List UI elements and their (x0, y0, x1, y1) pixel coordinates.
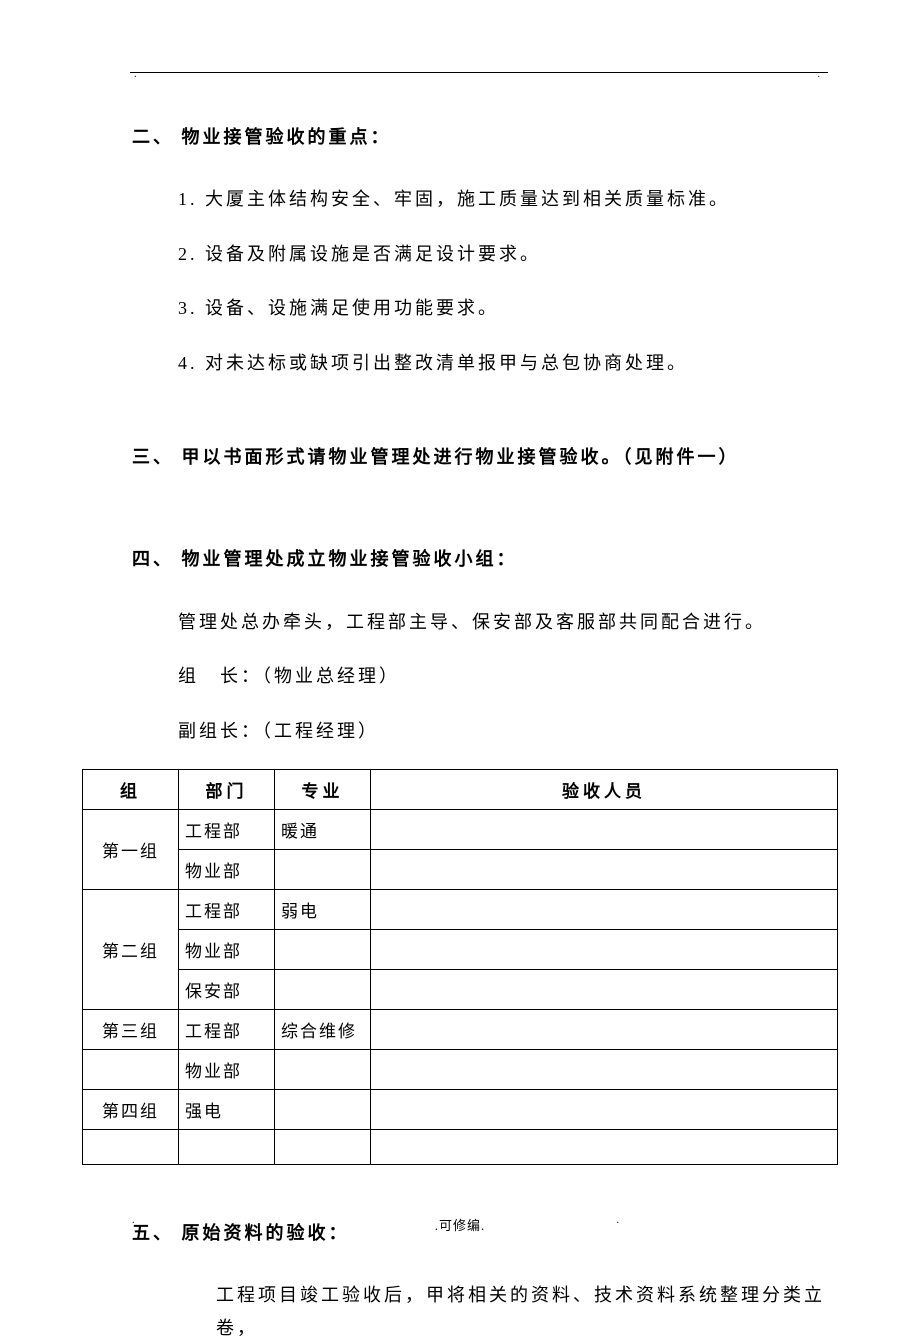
header-dot-right: . (818, 69, 821, 80)
cell-dept: 物业部 (179, 929, 275, 969)
header-rule (130, 72, 828, 73)
cell-major: 暖通 (275, 809, 371, 849)
cell-group (83, 1129, 179, 1164)
cell-dept: 物业部 (179, 1049, 275, 1089)
section-2-heading: 二、 物业接管验收的重点： (132, 121, 838, 153)
section-5-body: 工程项目竣工验收后，甲将相关的资料、技术资料系统整理分类立卷， (216, 1279, 838, 1344)
cell-major (275, 1089, 371, 1129)
section-4-heading: 四、 物业管理处成立物业接管验收小组： (132, 543, 838, 575)
section-4-leader: 组 长：（物业总经理） (178, 660, 838, 692)
th-dept: 部门 (179, 769, 275, 809)
table-row: 物业部 (83, 929, 838, 969)
cell-major: 综合维修 (275, 1009, 371, 1049)
page-footer: . .可修编. . (0, 1215, 920, 1234)
cell-group: 第二组 (83, 889, 179, 1009)
table-row: 第四组 强电 (83, 1089, 838, 1129)
cell-dept: 工程部 (179, 889, 275, 929)
section-4-deputy: 副组长：（工程经理） (178, 715, 838, 747)
cell-major (275, 1129, 371, 1164)
th-person: 验收人员 (371, 769, 838, 809)
cell-person (371, 1049, 838, 1089)
cell-person (371, 929, 838, 969)
cell-dept: 工程部 (179, 1009, 275, 1049)
cell-person (371, 1089, 838, 1129)
table-row: 保安部 (83, 969, 838, 1009)
section-2-item-2: 2. 设备及附属设施是否满足设计要求。 (178, 238, 838, 270)
cell-major (275, 1049, 371, 1089)
cell-person (371, 809, 838, 849)
footer-dot-right: . (617, 1215, 621, 1226)
section-4-intro: 管理处总办牵头，工程部主导、保安部及客服部共同配合进行。 (178, 606, 838, 638)
document-page: . . 二、 物业接管验收的重点： 1. 大厦主体结构安全、牢固，施工质量达到相… (0, 0, 920, 1344)
cell-group: 第四组 (83, 1089, 179, 1129)
section-2-item-4: 4. 对未达标或缺项引出整改清单报甲与总包协商处理。 (178, 347, 838, 379)
table-row: 物业部 (83, 1049, 838, 1089)
header-dot-left: . (134, 69, 137, 80)
cell-person (371, 849, 838, 889)
section-3-heading: 三、 甲以书面形式请物业管理处进行物业接管验收。（见附件一） (132, 441, 838, 473)
cell-group (83, 1049, 179, 1089)
cell-dept: 保安部 (179, 969, 275, 1009)
cell-major (275, 849, 371, 889)
cell-group: 第三组 (83, 1009, 179, 1049)
cell-major: 弱电 (275, 889, 371, 929)
section-2-item-1: 1. 大厦主体结构安全、牢固，施工质量达到相关质量标准。 (178, 183, 838, 215)
cell-group: 第一组 (83, 809, 179, 889)
table-row (83, 1129, 838, 1164)
section-2-item-3: 3. 设备、设施满足使用功能要求。 (178, 292, 838, 324)
th-group: 组 (83, 769, 179, 809)
cell-major (275, 929, 371, 969)
footer-text: .可修编. (435, 1218, 486, 1233)
spacer (82, 503, 838, 543)
cell-person (371, 969, 838, 1009)
footer-dot-left: . (132, 1215, 136, 1226)
acceptance-team-table: 组 部门 专业 验收人员 第一组 工程部 暖通 物业部 第二组 工程部 弱电 (82, 769, 838, 1165)
table-row: 第二组 工程部 弱电 (83, 889, 838, 929)
cell-person (371, 1009, 838, 1049)
cell-dept: 工程部 (179, 809, 275, 849)
cell-person (371, 889, 838, 929)
cell-dept: 物业部 (179, 849, 275, 889)
th-major: 专业 (275, 769, 371, 809)
cell-major (275, 969, 371, 1009)
cell-dept: 强电 (179, 1089, 275, 1129)
cell-person (371, 1129, 838, 1164)
table-row: 第一组 工程部 暖通 (83, 809, 838, 849)
cell-dept (179, 1129, 275, 1164)
table-row: 第三组 工程部 综合维修 (83, 1009, 838, 1049)
table-header-row: 组 部门 专业 验收人员 (83, 769, 838, 809)
spacer (82, 401, 838, 441)
table-row: 物业部 (83, 849, 838, 889)
